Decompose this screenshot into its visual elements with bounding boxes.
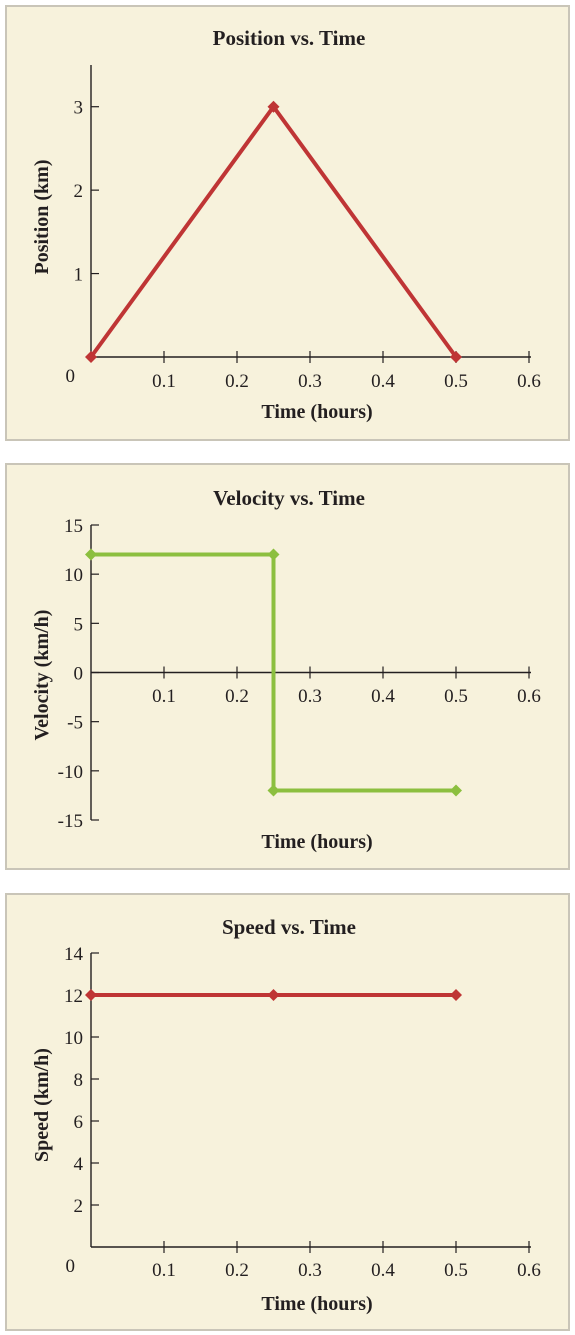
- x-tick-label: 0.5: [444, 686, 468, 707]
- y-tick-label: 10: [64, 565, 83, 586]
- data-point-marker: [85, 548, 97, 561]
- series-line: [89, 103, 458, 359]
- y-tick-label: 3: [74, 98, 84, 119]
- origin-label: 0: [66, 366, 76, 387]
- x-tick-label: 0.3: [298, 371, 322, 392]
- x-tick-label: 0.3: [298, 686, 322, 707]
- y-axis-label: Velocity (km/h): [31, 610, 53, 741]
- y-tick-label: 10: [64, 1028, 83, 1049]
- y-tick-label: 1: [74, 265, 84, 286]
- y-tick-label: 14: [64, 944, 84, 965]
- x-tick-label: 0.4: [371, 371, 395, 392]
- x-tick-label: 0.5: [444, 1260, 468, 1281]
- x-tick-label: 0.3: [298, 1260, 322, 1281]
- velocity-vs-time-panel: Velocity vs. Time Time (hours) Velocity …: [5, 463, 570, 870]
- y-tick-label: -10: [58, 762, 83, 783]
- x-axis-label: Time (hours): [261, 1293, 372, 1315]
- x-tick-label: 0.4: [371, 1260, 395, 1281]
- y-tick-label: 4: [74, 1154, 84, 1175]
- x-axis-label: Time (hours): [261, 401, 372, 423]
- speed-vs-time-chart: Speed vs. Time Time (hours) Speed (km/h)…: [31, 915, 541, 1315]
- x-tick-label: 0.5: [444, 371, 468, 392]
- y-tick-label: 15: [64, 516, 83, 537]
- y-tick-label: 12: [64, 986, 83, 1007]
- x-tick-label: 0.6: [517, 686, 541, 707]
- x-tick-label: 0.4: [371, 686, 395, 707]
- data-point-marker: [450, 784, 462, 797]
- data-point-marker: [267, 548, 280, 561]
- x-tick-label: 0.1: [152, 1260, 176, 1281]
- position-vs-time-chart: Position vs. Time Time (hours) Position …: [31, 26, 541, 423]
- y-tick-label: -5: [67, 713, 83, 734]
- y-axis-label: Position (km): [31, 160, 53, 275]
- y-tick-label: 2: [74, 1196, 84, 1217]
- data-point-marker: [267, 989, 280, 1001]
- x-tick-label: 0.6: [517, 1260, 541, 1281]
- data-point-marker: [85, 989, 97, 1001]
- chart-title: Position vs. Time: [213, 26, 366, 50]
- x-tick-label: 0.1: [152, 686, 176, 707]
- y-axis-label: Speed (km/h): [31, 1048, 53, 1162]
- chart-title: Velocity vs. Time: [213, 486, 365, 510]
- y-tick-label: 8: [74, 1070, 84, 1091]
- x-tick-label: 0.2: [225, 1260, 249, 1281]
- x-tick-label: 0.2: [225, 686, 249, 707]
- data-point-marker: [450, 351, 462, 363]
- y-tick-label: -15: [58, 811, 83, 832]
- x-axis-label: Time (hours): [261, 831, 372, 853]
- y-tick-label: 2: [74, 181, 84, 202]
- y-tick-label: 6: [74, 1112, 84, 1133]
- origin-label: 0: [66, 1256, 76, 1277]
- chart-title: Speed vs. Time: [222, 915, 356, 939]
- y-tick-label: 0: [74, 664, 84, 685]
- series-line: [91, 552, 456, 793]
- position-vs-time-panel: Position vs. Time Time (hours) Position …: [5, 5, 570, 441]
- data-point-marker: [450, 989, 462, 1001]
- y-tick-label: 5: [74, 614, 84, 635]
- data-point-marker: [267, 100, 280, 113]
- data-point-marker: [267, 784, 280, 797]
- x-tick-label: 0.2: [225, 371, 249, 392]
- x-tick-label: 0.6: [517, 371, 541, 392]
- speed-vs-time-panel: Speed vs. Time Time (hours) Speed (km/h)…: [5, 893, 570, 1331]
- data-point-marker: [85, 351, 97, 363]
- velocity-vs-time-chart: Velocity vs. Time Time (hours) Velocity …: [31, 486, 541, 853]
- x-tick-label: 0.1: [152, 371, 176, 392]
